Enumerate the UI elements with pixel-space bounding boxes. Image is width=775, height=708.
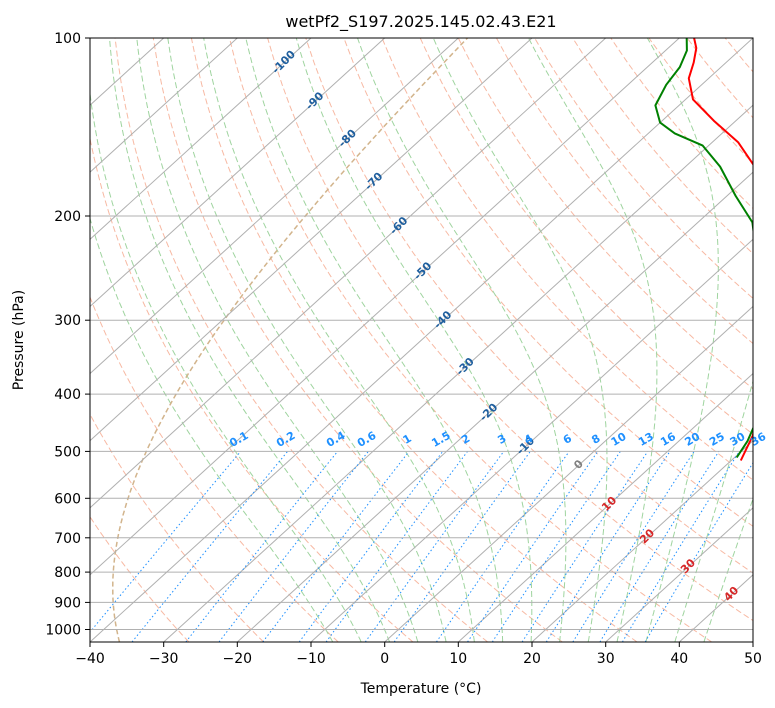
isotherm-line xyxy=(90,38,238,173)
moist-adiabat-line xyxy=(109,38,391,642)
moist-adiabat-line xyxy=(528,38,658,642)
chart-title: wetPf2_S197.2025.145.02.43.E21 xyxy=(285,12,556,32)
mixing-ratio-line xyxy=(131,451,288,642)
isotherm-line xyxy=(90,38,680,576)
plot-frame xyxy=(89,37,754,643)
isotherm-line xyxy=(90,38,386,308)
isotherm-line xyxy=(90,38,533,442)
saturation-guide-line xyxy=(111,38,469,642)
dry-adiabat-line xyxy=(90,515,190,642)
mixing-ratio-line xyxy=(364,451,505,642)
moist-adiabat-line xyxy=(90,216,334,642)
pressure-gridlines xyxy=(90,215,753,630)
y-tick-label: 1000 xyxy=(45,623,81,639)
x-tick-label: 40 xyxy=(670,651,688,667)
y-axis-label: Pressure (hPa) xyxy=(11,290,27,390)
moist-adiabat-line xyxy=(245,38,504,642)
x-tick-label: −30 xyxy=(149,651,179,667)
isotherm-line xyxy=(531,439,753,642)
moist-adiabat-line xyxy=(357,38,567,642)
mixing-ratio-line xyxy=(599,451,720,642)
moist-adiabat-line xyxy=(136,38,419,642)
x-axis-label: Temperature (°C) xyxy=(360,681,482,697)
isotherm-line xyxy=(605,507,753,642)
isotherm-line xyxy=(236,171,753,642)
isotherm-line xyxy=(457,372,753,642)
mixing-ratio-lines xyxy=(90,451,753,642)
dry-adiabat-line xyxy=(457,38,753,390)
y-tick-label: 500 xyxy=(54,444,81,460)
y-tick-label: 700 xyxy=(54,531,81,547)
y-tick-label: 800 xyxy=(54,565,81,581)
x-tick-label: −40 xyxy=(75,651,105,667)
y-tick-label: 100 xyxy=(54,31,81,47)
mixing-ratio-line xyxy=(262,451,410,642)
profile-lines xyxy=(654,38,753,461)
mixing-ratio-line xyxy=(467,451,599,642)
dry-adiabat-line xyxy=(305,38,753,574)
mixing-ratio-line xyxy=(393,451,531,642)
moist-adiabat-line xyxy=(432,38,608,642)
moist-adiabat-line xyxy=(90,89,362,642)
mixing-ratio-line xyxy=(435,451,570,642)
moist-adiabat-line xyxy=(295,38,533,642)
mixing-ratio-line xyxy=(572,451,695,642)
dry-adiabat-line xyxy=(90,413,264,642)
x-axis-ticks: −40 −30 −20 −10 0 10 20 30 40 50 xyxy=(75,642,762,667)
y-axis-ticks: 100 200 300 400 500 600 700 800 900 1000 xyxy=(45,31,90,639)
background-lines xyxy=(90,38,753,642)
isotherm-line xyxy=(90,38,459,375)
x-tick-label: −20 xyxy=(223,651,253,667)
dry-adiabat-line xyxy=(114,38,488,642)
mixing-ratio-line xyxy=(521,451,649,642)
dry-adiabat-line xyxy=(190,38,638,642)
isotherm-line xyxy=(90,38,312,241)
dry-adiabat-line xyxy=(267,38,753,622)
y-tick-label: 300 xyxy=(54,313,81,329)
x-tick-label: 50 xyxy=(744,651,762,667)
isotherm-line xyxy=(384,305,753,642)
dry-adiabat-line xyxy=(229,38,712,642)
mixing-ratio-line xyxy=(325,451,468,642)
dewpoint-line xyxy=(654,38,753,459)
mixing-ratio-line xyxy=(185,451,338,642)
mixing-ratio-line xyxy=(545,451,671,642)
y-tick-label: 900 xyxy=(54,595,81,611)
mixing-ratio-line xyxy=(298,451,444,642)
mixing-ratio-line xyxy=(90,451,242,633)
isotherm-line xyxy=(310,238,753,642)
y-tick-label: 400 xyxy=(54,387,81,403)
y-tick-label: 600 xyxy=(54,491,81,507)
x-tick-label: 10 xyxy=(449,651,467,667)
y-tick-label: 200 xyxy=(54,209,81,225)
x-tick-label: 30 xyxy=(597,651,615,667)
dry-adiabat-line xyxy=(495,38,753,345)
isotherm-line xyxy=(163,104,753,642)
isotherm-line xyxy=(90,38,753,642)
temperature-line xyxy=(687,38,753,461)
dry-adiabat-line xyxy=(152,38,563,642)
isotherm-line xyxy=(90,38,607,509)
mixing-ratio-line xyxy=(491,451,621,642)
x-tick-label: 20 xyxy=(523,651,541,667)
mixing-ratio-line xyxy=(621,451,740,642)
x-tick-label: 0 xyxy=(380,651,389,667)
x-tick-label: −10 xyxy=(296,651,326,667)
dry-adiabat-line xyxy=(90,295,339,642)
dry-adiabat-line xyxy=(343,38,753,527)
moist-adiabat-line xyxy=(203,38,475,642)
